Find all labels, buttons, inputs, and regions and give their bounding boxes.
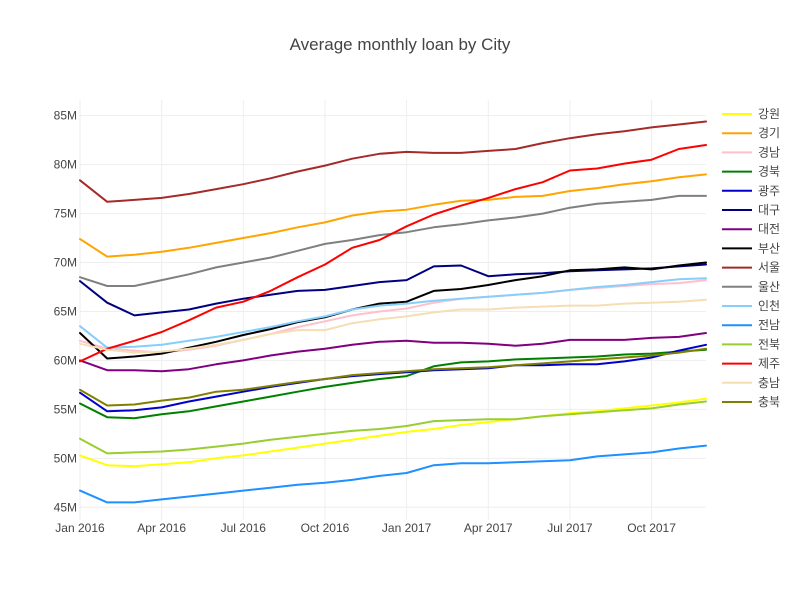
series-line-15: [79, 298, 707, 354]
legend-label: 울산: [758, 280, 780, 294]
y-tick-label: 55M: [54, 402, 77, 416]
x-tick-label: Jan 2017: [382, 521, 432, 535]
x-tick-label: Apr 2016: [137, 521, 186, 535]
grid-layer: [79, 100, 706, 520]
legend-label: 충북: [758, 395, 780, 409]
series-line-2: [79, 173, 707, 258]
legend-item[interactable]: 서울: [722, 261, 780, 275]
legend-item[interactable]: 광주: [722, 184, 780, 198]
legend-item[interactable]: 강원: [722, 107, 780, 121]
legend-label: 광주: [758, 184, 780, 198]
series-line-6: [79, 263, 707, 317]
legend-item[interactable]: 경기: [722, 126, 780, 140]
legend-item[interactable]: 부산: [722, 241, 780, 255]
legend-item[interactable]: 경남: [722, 145, 780, 159]
y-tick-label: 75M: [54, 207, 77, 221]
series-line-14: [79, 144, 707, 363]
series-line-9: [79, 120, 707, 203]
legend-item[interactable]: 울산: [722, 280, 780, 294]
legend-label: 부산: [758, 241, 780, 255]
series-line-16: [79, 347, 707, 407]
y-tick-label: 50M: [54, 451, 77, 465]
legend-label: 충남: [758, 376, 780, 390]
x-tick-label: Apr 2017: [464, 521, 513, 535]
y-tick-label: 45M: [54, 500, 77, 514]
legend-label: 인천: [758, 298, 780, 313]
legend-item[interactable]: 인천: [722, 298, 780, 313]
series-line-11: [79, 277, 707, 349]
y-tick-label: 85M: [54, 109, 77, 123]
y-tick-label: 70M: [54, 256, 77, 270]
x-tick-label: Jan 2016: [55, 521, 105, 535]
chart-title: Average monthly loan by City: [290, 35, 511, 54]
legend-label: 강원: [758, 107, 780, 121]
x-tick-label: Jul 2016: [221, 521, 267, 535]
series-line-12: [79, 444, 707, 504]
series-line-4: [79, 348, 707, 420]
y-tick-label: 80M: [54, 158, 77, 172]
legend-item[interactable]: 대전: [722, 222, 780, 236]
legend-label: 제주: [758, 357, 780, 371]
legend-item[interactable]: 충북: [722, 395, 780, 409]
series-line-7: [79, 332, 707, 373]
legend-item[interactable]: 대구: [722, 203, 780, 217]
legend-label: 전남: [758, 318, 780, 332]
legend-label: 대구: [758, 203, 780, 217]
x-tick-label: Oct 2017: [627, 521, 676, 535]
series-layer: [79, 120, 707, 504]
legend-item[interactable]: 전남: [722, 318, 780, 332]
x-tick-label: Oct 2016: [301, 521, 350, 535]
y-tick-label: 60M: [54, 353, 77, 367]
legend-label: 경남: [758, 145, 780, 159]
legend-label: 경기: [758, 126, 780, 140]
series-line-1: [79, 397, 707, 468]
x-tick-label: Jul 2017: [547, 521, 593, 535]
axis-layer: 45M 50M 55M 60M 65M 70M 75M 80M 85M Jan 2016 Apr 2…: [54, 109, 677, 535]
legend-label: 경북: [758, 165, 780, 179]
legend-item[interactable]: 전북: [722, 337, 780, 351]
legend-item[interactable]: 제주: [722, 357, 780, 371]
series-line-13: [79, 400, 707, 455]
legend-label: 대전: [758, 222, 780, 236]
legend-label: 전북: [758, 337, 780, 351]
legend-item[interactable]: 경북: [722, 165, 780, 179]
legend-label: 서울: [758, 261, 780, 275]
legend-item[interactable]: 충남: [722, 376, 780, 390]
y-tick-label: 65M: [54, 304, 77, 318]
